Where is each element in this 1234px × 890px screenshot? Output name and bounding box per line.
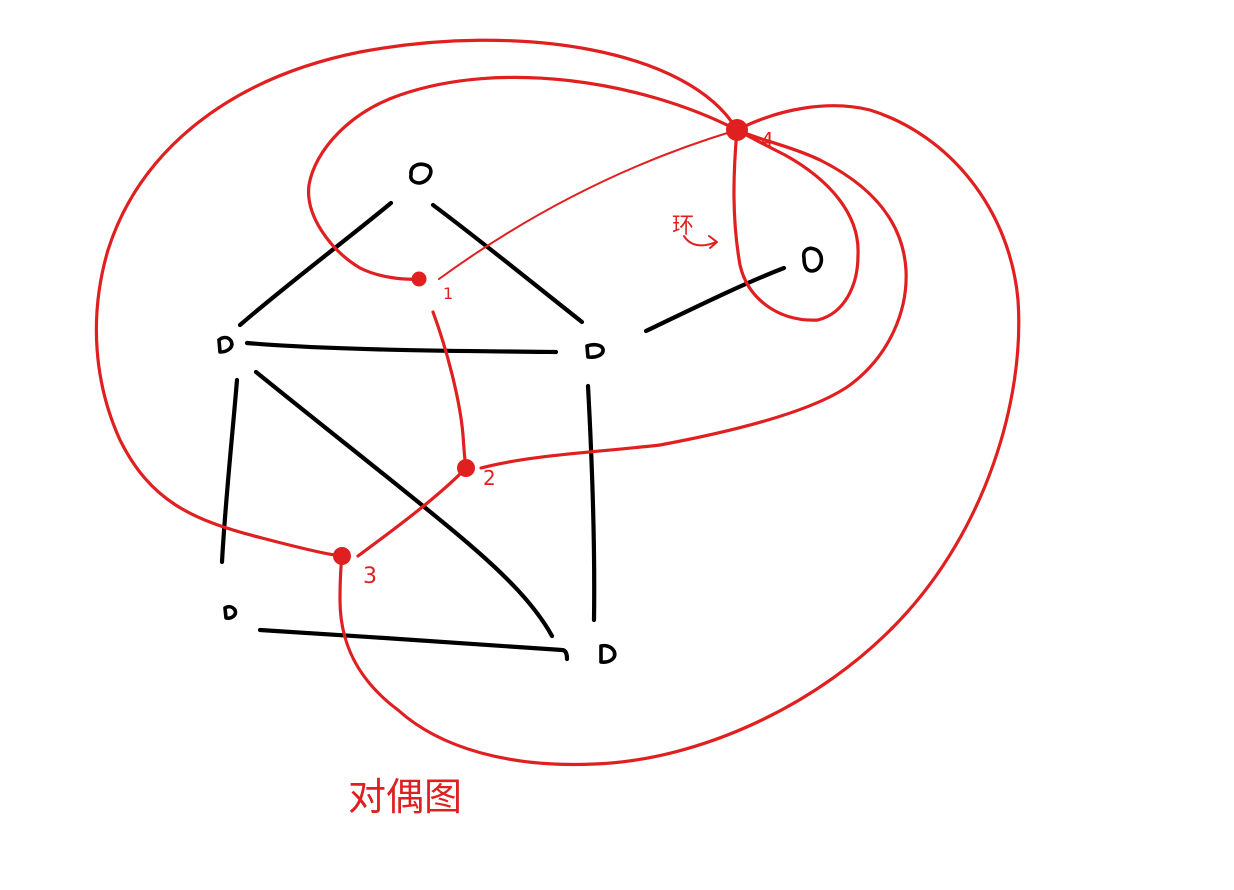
primal-vertex-bottom-left xyxy=(223,604,238,620)
dual-vertex-3-dot xyxy=(333,547,351,565)
dual-vertex-2-dot xyxy=(457,459,475,477)
primal-edge-middle-down xyxy=(585,383,597,623)
primal-vertex-top xyxy=(409,162,433,185)
primal-vertex-left xyxy=(217,335,234,354)
primal-edge-left-middle xyxy=(244,340,559,355)
dual-edge-1-2 xyxy=(431,310,468,470)
dual-edge-4-3-outer xyxy=(338,104,1021,767)
dual-edge-2-3 xyxy=(356,466,468,558)
primal-edge-left-down xyxy=(219,377,240,565)
dual-edge-4-loop xyxy=(732,128,860,322)
primal-vertex-middle xyxy=(585,342,605,359)
dual-vertex-4-label: 4 xyxy=(761,128,774,152)
primal-edge-top-left xyxy=(237,200,394,328)
primal-edge-bottom xyxy=(257,627,570,662)
dual-vertex-1-dot xyxy=(411,271,427,287)
primal-vertex-right xyxy=(801,246,824,273)
dual-graph: 1 2 3 4 环 对偶图 xyxy=(94,38,1021,819)
primal-edge-middle-right xyxy=(643,265,787,334)
primal-vertex-bottom-right xyxy=(599,643,617,664)
dual-vertex-2-label: 2 xyxy=(483,466,496,490)
dual-edge-outer xyxy=(94,38,739,558)
dual-vertex-4-dot xyxy=(726,119,748,141)
dual-vertex-3-label: 3 xyxy=(363,564,377,589)
dual-edge-2-4-right xyxy=(479,128,908,470)
dual-vertex-1-label: 1 xyxy=(443,284,453,303)
diagram-caption: 对偶图 xyxy=(348,775,462,819)
primal-edge-diagonal xyxy=(253,369,555,639)
loop-note: 环 xyxy=(672,214,694,239)
loop-note-arrow xyxy=(683,235,718,249)
dual-edge-4-1-upper xyxy=(307,75,739,281)
primal-graph xyxy=(217,162,824,664)
dual-edge-1-4-thin xyxy=(438,129,738,280)
primal-edge-top-middle xyxy=(430,202,585,325)
